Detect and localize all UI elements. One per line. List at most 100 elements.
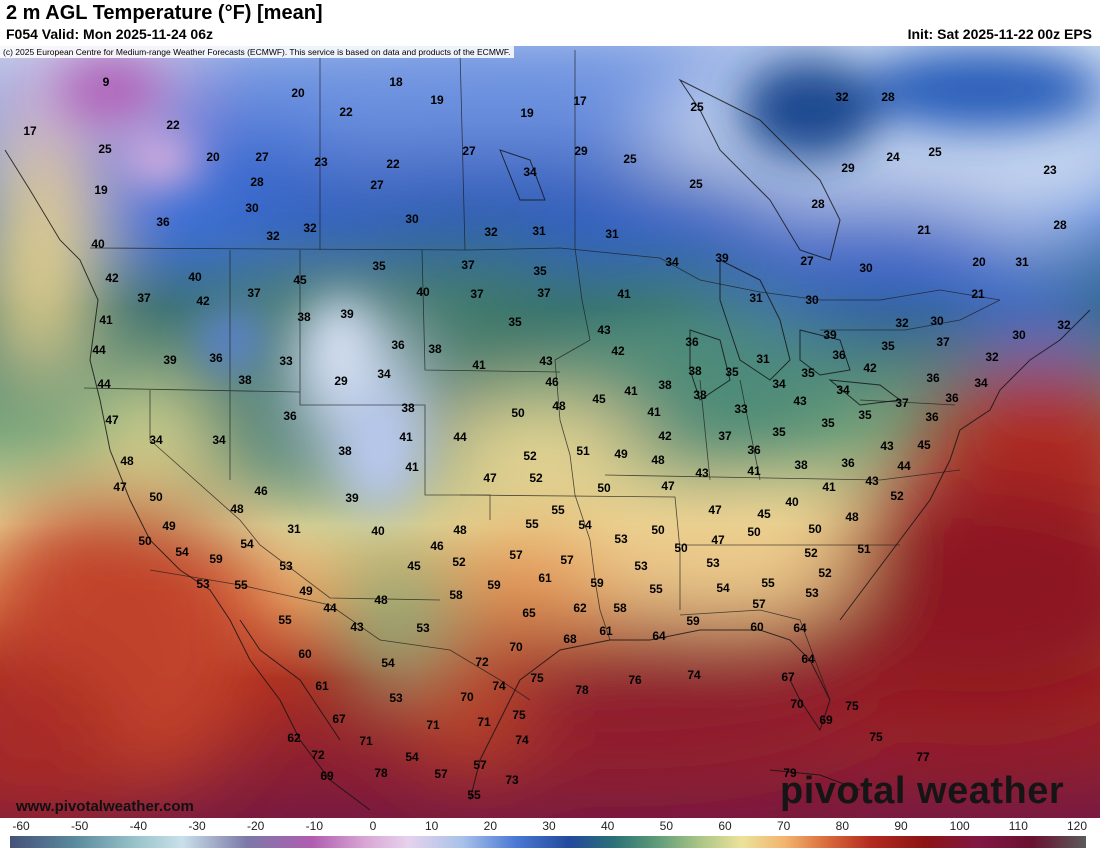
temperature-field	[0, 46, 1100, 818]
temperature-value: 50	[149, 490, 163, 504]
temperature-value: 52	[804, 546, 818, 560]
colorbar-tick-label: -10	[305, 819, 323, 833]
temperature-value: 32	[266, 229, 280, 243]
colorbar-tick-label: 90	[894, 819, 908, 833]
temperature-value: 31	[756, 352, 770, 366]
temperature-value: 49	[299, 584, 313, 598]
colorbar-tick-label: 110	[1008, 819, 1028, 833]
temperature-value: 50	[808, 522, 822, 536]
temperature-value: 46	[254, 484, 268, 498]
temperature-value: 53	[196, 577, 210, 591]
temperature-value: 43	[695, 466, 709, 480]
temperature-value: 37	[461, 258, 475, 272]
temperature-value: 55	[467, 788, 481, 802]
temperature-value: 38	[688, 364, 702, 378]
colorbar	[10, 836, 1086, 848]
temperature-value: 28	[811, 197, 825, 211]
temperature-value: 23	[314, 155, 328, 169]
temperature-value: 22	[339, 105, 353, 119]
temperature-value: 9	[103, 75, 110, 89]
colorbar-tick-label: -60	[12, 819, 30, 833]
temperature-value: 40	[371, 524, 385, 538]
temperature-value: 41	[747, 464, 761, 478]
temperature-value: 49	[162, 519, 176, 533]
temperature-value: 48	[552, 399, 566, 413]
temperature-value: 54	[405, 750, 419, 764]
temperature-value: 38	[693, 388, 707, 402]
temperature-value: 37	[137, 291, 151, 305]
temperature-value: 43	[865, 474, 879, 488]
temperature-value: 37	[718, 429, 732, 443]
temperature-value: 61	[315, 679, 329, 693]
temperature-value: 48	[453, 523, 467, 537]
temperature-value: 41	[822, 480, 836, 494]
temperature-value: 35	[725, 365, 739, 379]
colorbar-tick-label: 60	[718, 819, 732, 833]
temperature-value: 30	[405, 212, 419, 226]
temperature-value: 67	[332, 712, 346, 726]
temperature-value: 71	[426, 718, 440, 732]
temperature-value: 25	[690, 100, 704, 114]
temperature-value: 41	[617, 287, 631, 301]
temperature-value: 48	[845, 510, 859, 524]
temperature-value: 27	[255, 150, 269, 164]
temperature-value: 75	[869, 730, 883, 744]
temperature-value: 36	[832, 348, 846, 362]
temperature-value: 35	[881, 339, 895, 353]
website-url[interactable]: www.pivotalweather.com	[16, 798, 194, 815]
temperature-value: 30	[1012, 328, 1026, 342]
temperature-value: 64	[652, 629, 666, 643]
temperature-value: 19	[430, 93, 444, 107]
temperature-value: 65	[522, 606, 536, 620]
temperature-value: 42	[658, 429, 672, 443]
temperature-value: 71	[359, 734, 373, 748]
temperature-value: 38	[338, 444, 352, 458]
temperature-value: 30	[930, 314, 944, 328]
temperature-value: 39	[340, 307, 354, 321]
temperature-value: 71	[477, 715, 491, 729]
temperature-value: 72	[311, 748, 325, 762]
temperature-value: 54	[175, 545, 189, 559]
temperature-value: 25	[623, 152, 637, 166]
colorbar-tick-label: 50	[659, 819, 674, 833]
temperature-value: 46	[545, 375, 559, 389]
temperature-value: 34	[212, 433, 226, 447]
temperature-value: 47	[483, 471, 497, 485]
temperature-value: 36	[209, 351, 223, 365]
temperature-value: 36	[685, 335, 699, 349]
temperature-value: 46	[430, 539, 444, 553]
temperature-value: 45	[757, 507, 771, 521]
temperature-value: 70	[509, 640, 523, 654]
temperature-value: 39	[163, 353, 177, 367]
temperature-value: 30	[805, 293, 819, 307]
temperature-value: 35	[372, 259, 386, 273]
colorbar-tick-label: 80	[835, 819, 850, 833]
temperature-value: 55	[761, 576, 775, 590]
temperature-value: 37	[537, 286, 551, 300]
temperature-value: 38	[297, 310, 311, 324]
temperature-value: 40	[91, 237, 105, 251]
temperature-value: 48	[230, 502, 244, 516]
temperature-value: 77	[916, 750, 930, 764]
temperature-value: 55	[551, 503, 565, 517]
temperature-value: 59	[209, 552, 223, 566]
temperature-value: 31	[532, 224, 546, 238]
temperature-value: 39	[345, 491, 359, 505]
temperature-value: 38	[794, 458, 808, 472]
temperature-value: 54	[381, 656, 395, 670]
temperature-value: 35	[533, 264, 547, 278]
temperature-value: 70	[460, 690, 474, 704]
temperature-value: 55	[525, 517, 539, 531]
temperature-value: 40	[188, 270, 202, 284]
temperature-value: 42	[105, 271, 119, 285]
temperature-value: 53	[614, 532, 628, 546]
temperature-value: 43	[597, 323, 611, 337]
colorbar-tick-label: 120	[1066, 819, 1088, 833]
temperature-value: 39	[823, 328, 837, 342]
temperature-value: 48	[374, 593, 388, 607]
temperature-value: 59	[487, 578, 501, 592]
temperature-value: 75	[512, 708, 526, 722]
temperature-value: 35	[801, 366, 815, 380]
temperature-value: 50	[597, 481, 611, 495]
